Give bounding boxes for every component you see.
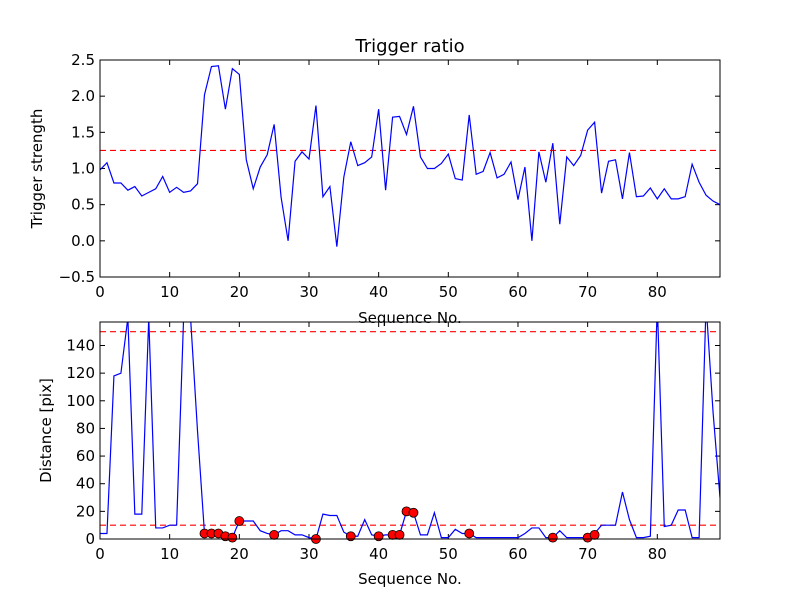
bottom-marker-point <box>547 532 558 543</box>
bottom-y-tick-label: 80 <box>76 419 95 437</box>
bottom-y-axis-label: Distance [pix] <box>37 378 55 483</box>
top-y-axis-label: Trigger strength <box>28 109 46 230</box>
top-x-tick-label: 70 <box>578 283 597 301</box>
bottom-y-tick-label: 20 <box>76 502 95 520</box>
top-x-tick-label: 20 <box>230 283 249 301</box>
bottom-axes-frame <box>99 321 721 540</box>
bottom-y-tick-label: 140 <box>66 336 95 354</box>
bottom-x-tick-label: 0 <box>95 545 105 563</box>
bottom-x-tick-label: 80 <box>648 545 667 563</box>
bottom-marker-point <box>394 529 405 540</box>
bottom-marker-point <box>227 532 238 543</box>
top-y-tick-label: 0.5 <box>71 196 95 214</box>
bottom-ticks: 0 10 20 30 40 50 60 70 80 0 20 40 60 80 100 120 140 <box>66 322 720 563</box>
bottom-x-tick-label: 10 <box>160 545 179 563</box>
bottom-marker-point <box>408 507 419 518</box>
bottom-y-tick-label: 100 <box>66 392 95 410</box>
bottom-x-tick-label: 60 <box>508 545 527 563</box>
top-x-tick-label: 30 <box>299 283 318 301</box>
bottom-y-tick-label: 120 <box>66 364 95 382</box>
bottom-x-tick-label: 70 <box>578 545 597 563</box>
top-x-axis-label: Sequence No. <box>358 309 462 327</box>
top-y-tick-label: 0.0 <box>71 232 95 250</box>
top-y-tick-label: 2.0 <box>71 87 95 105</box>
bottom-marker-point <box>464 528 475 539</box>
bottom-x-tick-label: 30 <box>299 545 318 563</box>
bottom-y-tick-label: 60 <box>76 447 95 465</box>
top-x-tick-label: 10 <box>160 283 179 301</box>
bottom-markers <box>199 506 600 544</box>
bottom-x-tick-label: 20 <box>230 545 249 563</box>
bottom-marker-point <box>589 529 600 540</box>
top-x-tick-label: 50 <box>439 283 458 301</box>
top-x-tick-label: 60 <box>508 283 527 301</box>
bottom-y-tick-label: 40 <box>76 475 95 493</box>
top-x-tick-label: 80 <box>648 283 667 301</box>
top-x-tick-label: 40 <box>369 283 388 301</box>
bottom-marker-point <box>373 531 384 542</box>
bottom-x-axis-label: Sequence No. <box>358 570 462 588</box>
bottom-chart: 0 10 20 30 40 50 60 70 80 0 20 40 60 80 100 120 140 Sequ… <box>37 321 721 588</box>
top-series-line <box>99 65 721 247</box>
top-axes-frame <box>99 59 721 278</box>
bottom-x-tick-label: 40 <box>369 545 388 563</box>
top-y-tick-label: 1.0 <box>71 160 95 178</box>
top-x-tick-label: 0 <box>95 283 105 301</box>
bottom-marker-point <box>234 516 245 526</box>
top-y-tick-label: −0.5 <box>59 268 95 286</box>
top-y-tick-label: 1.5 <box>71 123 95 141</box>
bottom-marker-point <box>269 529 280 540</box>
top-chart-title: Trigger ratio <box>354 36 464 57</box>
bottom-y-tick-label: 0 <box>85 530 95 548</box>
top-ticks: 0 10 20 30 40 50 60 70 80 −0.5 0.0 0.5 1.0 1.5 2.0 2.5 <box>59 51 720 301</box>
bottom-x-tick-label: 50 <box>439 545 458 563</box>
top-chart: Trigger ratio 0 10 20 30 40 50 60 70 80 −0.5 0.0 0.… <box>28 36 721 327</box>
top-y-tick-label: 2.5 <box>71 51 95 69</box>
bottom-marker-point <box>345 531 356 542</box>
